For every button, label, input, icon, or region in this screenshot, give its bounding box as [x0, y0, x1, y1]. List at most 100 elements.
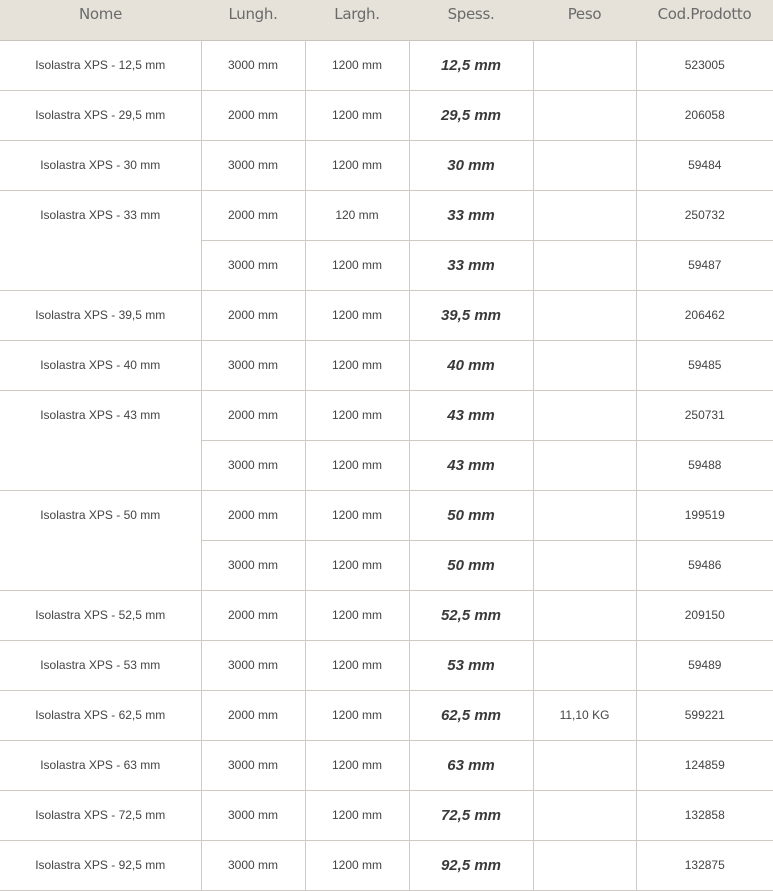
nome-cell: Isolastra XPS - 52,5 mm: [0, 589, 202, 641]
lunghezza-cell: 2000 mm: [200, 589, 306, 641]
nome-cell: Isolastra XPS - 43 mm: [0, 389, 202, 491]
table-row: Isolastra XPS - 63 mm 3000 mm 1200 mm 63 mm…: [0, 739, 773, 791]
header-lungh: Lungh.: [201, 0, 305, 41]
larghezza-cell: 1200 mm: [304, 439, 410, 491]
spessore-cell: 29,5 mm: [408, 89, 534, 141]
lunghezza-cell: 3000 mm: [200, 339, 306, 391]
lunghezza-cell: 3000 mm: [200, 789, 306, 841]
larghezza-cell: 1200 mm: [304, 839, 410, 891]
table-row: Isolastra XPS - 52,5 mm 2000 mm 1200 mm 52,…: [0, 589, 773, 641]
table-row: Isolastra XPS - 50 mm 2000 mm 1200 mm 50 mm…: [0, 489, 773, 591]
larghezza-cell: 1200 mm: [304, 39, 410, 91]
codice-prodotto-cell: 59488: [635, 439, 773, 491]
lunghezza-cell: 2000 mm: [200, 289, 306, 341]
nome-cell: Isolastra XPS - 29,5 mm: [0, 89, 202, 141]
spessore-cell: 72,5 mm: [408, 789, 534, 841]
table-row: Isolastra XPS - 30 mm 3000 mm 1200 mm 30 mm…: [0, 139, 773, 191]
spessore-cell: 62,5 mm: [408, 689, 534, 741]
table-row: Isolastra XPS - 12,5 mm 3000 mm 1200 mm 12,…: [0, 39, 773, 91]
codice-prodotto-cell: 206058: [635, 89, 773, 141]
codice-prodotto-cell: 206462: [635, 289, 773, 341]
spessore-cell: 53 mm: [408, 639, 534, 691]
nome-cell: Isolastra XPS - 33 mm: [0, 189, 202, 291]
larghezza-cell: 1200 mm: [304, 139, 410, 191]
larghezza-cell: 1200 mm: [304, 489, 410, 541]
codice-prodotto-cell: 209150: [635, 589, 773, 641]
lunghezza-cell: 3000 mm: [201, 439, 306, 491]
nome-cell: Isolastra XPS - 30 mm: [0, 139, 202, 191]
table-row: Isolastra XPS - 53 mm 3000 mm 1200 mm 53 mm…: [0, 639, 773, 691]
codice-prodotto-cell: 59486: [635, 539, 773, 591]
larghezza-cell: 1200 mm: [304, 289, 410, 341]
table-body: Isolastra XPS - 12,5 mm 3000 mm 1200 mm 12,…: [0, 39, 773, 891]
larghezza-cell: 1200 mm: [304, 389, 410, 441]
lunghezza-cell: 3000 mm: [200, 639, 306, 691]
spessore-cell: 40 mm: [408, 339, 534, 391]
spessore-cell: 63 mm: [408, 739, 534, 791]
spessore-cell: 33 mm: [408, 189, 534, 241]
larghezza-cell: 1200 mm: [304, 589, 410, 641]
lunghezza-cell: 3000 mm: [200, 739, 306, 791]
lunghezza-cell: 3000 mm: [200, 139, 306, 191]
codice-prodotto-cell: 59485: [635, 339, 773, 391]
nome-cell: Isolastra XPS - 53 mm: [0, 639, 202, 691]
larghezza-cell: 1200 mm: [304, 539, 410, 591]
peso-cell: [532, 439, 637, 491]
table-header: Nome Lungh. Largh. Spess. Peso Cod.Prodo…: [0, 0, 773, 41]
lunghezza-cell: 3000 mm: [200, 39, 306, 91]
table-row: Isolastra XPS - 72,5 mm 3000 mm 1200 mm 72,…: [0, 789, 773, 841]
table-row: Isolastra XPS - 92,5 mm 3000 mm 1200 mm 92,…: [0, 839, 773, 891]
table-row: Isolastra XPS - 43 mm 2000 mm 1200 mm 43 mm…: [0, 389, 773, 491]
peso-cell: [532, 339, 637, 391]
larghezza-cell: 1200 mm: [304, 639, 410, 691]
header-largh: Largh.: [305, 0, 409, 41]
peso-cell: [532, 239, 637, 291]
peso-cell: [532, 289, 637, 341]
lunghezza-cell: 3000 mm: [200, 839, 306, 891]
lunghezza-cell: 2000 mm: [200, 89, 306, 141]
codice-prodotto-cell: 59489: [635, 639, 773, 691]
peso-cell: 11,10 KG: [532, 689, 637, 741]
header-peso: Peso: [533, 0, 636, 41]
lunghezza-cell: 2000 mm: [200, 689, 306, 741]
spessore-cell: 43 mm: [408, 389, 534, 441]
peso-cell: [532, 639, 637, 691]
nome-cell: Isolastra XPS - 72,5 mm: [0, 789, 202, 841]
header-spess: Spess.: [409, 0, 533, 41]
spessore-cell: 12,5 mm: [408, 39, 534, 91]
nome-cell: Isolastra XPS - 39,5 mm: [0, 289, 202, 341]
peso-cell: [532, 389, 637, 441]
lunghezza-cell: 2000 mm: [200, 189, 306, 241]
codice-prodotto-cell: 132875: [635, 839, 773, 891]
peso-cell: [532, 839, 637, 891]
peso-cell: [532, 189, 637, 241]
larghezza-cell: 1200 mm: [304, 689, 410, 741]
header-cod-prodotto: Cod.Prodotto: [636, 0, 773, 41]
table-row: Isolastra XPS - 29,5 mm 2000 mm 1200 mm 29,…: [0, 89, 773, 141]
table-row: 3000 mm 1200 mm 43 mm 59488: [0, 439, 773, 491]
spessore-cell: 33 mm: [408, 239, 534, 291]
peso-cell: [532, 539, 637, 591]
larghezza-cell: 1200 mm: [304, 89, 410, 141]
nome-cell: Isolastra XPS - 50 mm: [0, 489, 202, 591]
spessore-cell: 39,5 mm: [408, 289, 534, 341]
spessore-cell: 92,5 mm: [408, 839, 534, 891]
larghezza-cell: 1200 mm: [304, 739, 410, 791]
larghezza-cell: 1200 mm: [304, 789, 410, 841]
codice-prodotto-cell: 59487: [635, 239, 773, 291]
table-row: Isolastra XPS - 39,5 mm 2000 mm 1200 mm 39,…: [0, 289, 773, 341]
table-row: Isolastra XPS - 62,5 mm 2000 mm 1200 mm 62,…: [0, 689, 773, 741]
table-row: 3000 mm 1200 mm 50 mm 59486: [0, 539, 773, 591]
lunghezza-cell: 3000 mm: [201, 239, 306, 291]
spessore-cell: 50 mm: [408, 489, 534, 541]
nome-cell: Isolastra XPS - 62,5 mm: [0, 689, 202, 741]
peso-cell: [532, 139, 637, 191]
codice-prodotto-cell: 59484: [635, 139, 773, 191]
nome-cell: Isolastra XPS - 12,5 mm: [0, 39, 202, 91]
larghezza-cell: 1200 mm: [304, 239, 410, 291]
codice-prodotto-cell: 250732: [635, 189, 773, 241]
spessore-cell: 52,5 mm: [408, 589, 534, 641]
codice-prodotto-cell: 250731: [635, 389, 773, 441]
peso-cell: [532, 789, 637, 841]
